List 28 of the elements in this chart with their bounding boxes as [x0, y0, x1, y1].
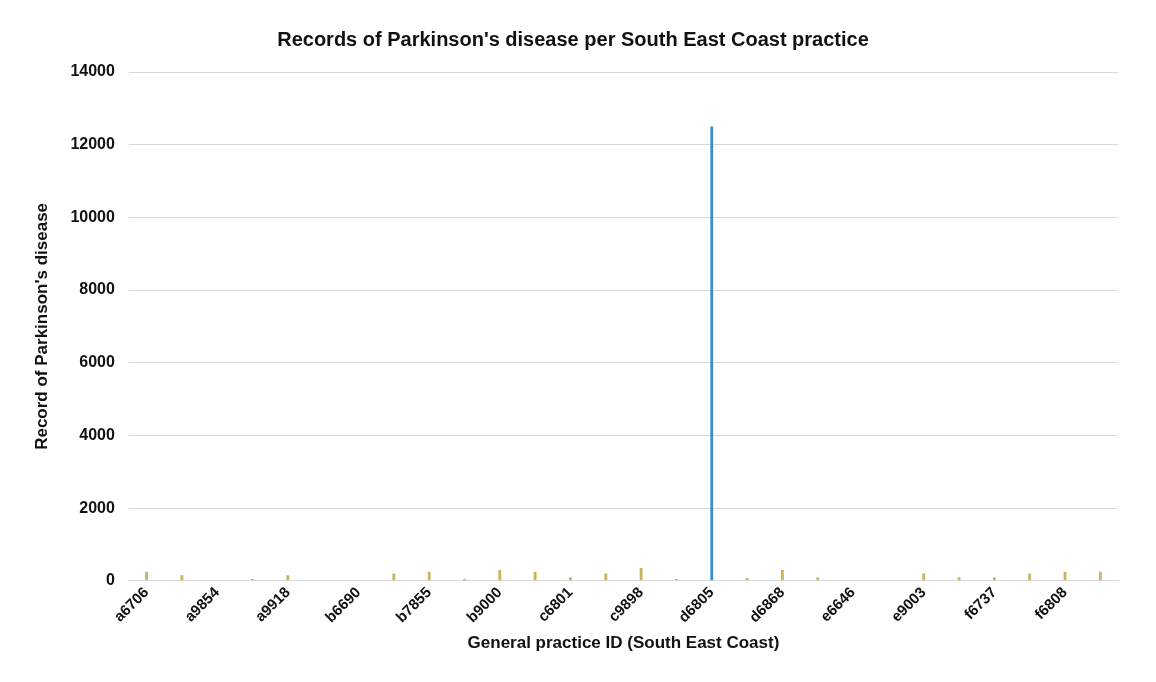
bar	[604, 573, 608, 581]
y-tick-label: 6000	[79, 353, 115, 371]
bar	[922, 573, 926, 581]
y-tick-label: 2000	[79, 498, 115, 516]
y-tick-label: 0	[105, 571, 115, 589]
bar	[533, 571, 537, 581]
bar	[992, 577, 996, 581]
bar	[816, 577, 820, 581]
bar	[781, 569, 784, 581]
bar	[180, 575, 184, 581]
bar	[145, 571, 148, 581]
y-tick-label: 8000	[79, 280, 115, 298]
y-tick-label: 12000	[70, 135, 115, 153]
bar	[569, 577, 572, 581]
y-tick-label: 4000	[79, 425, 115, 443]
bar	[286, 575, 290, 581]
bar	[1098, 571, 1102, 581]
y-tick-label: 10000	[70, 207, 115, 225]
bar	[639, 568, 643, 581]
chart-title: Records of Parkinson's disease per South East Coast practice	[277, 27, 869, 50]
bar	[710, 126, 714, 581]
bar	[427, 571, 431, 581]
x-axis-title: General practice ID (South East Coast)	[467, 633, 780, 653]
y-axis-title: Record of Parkinson's disease	[31, 202, 51, 450]
bar	[498, 569, 502, 581]
y-tick-label: 14000	[70, 62, 115, 80]
bar	[1028, 573, 1032, 581]
bar	[392, 573, 396, 581]
